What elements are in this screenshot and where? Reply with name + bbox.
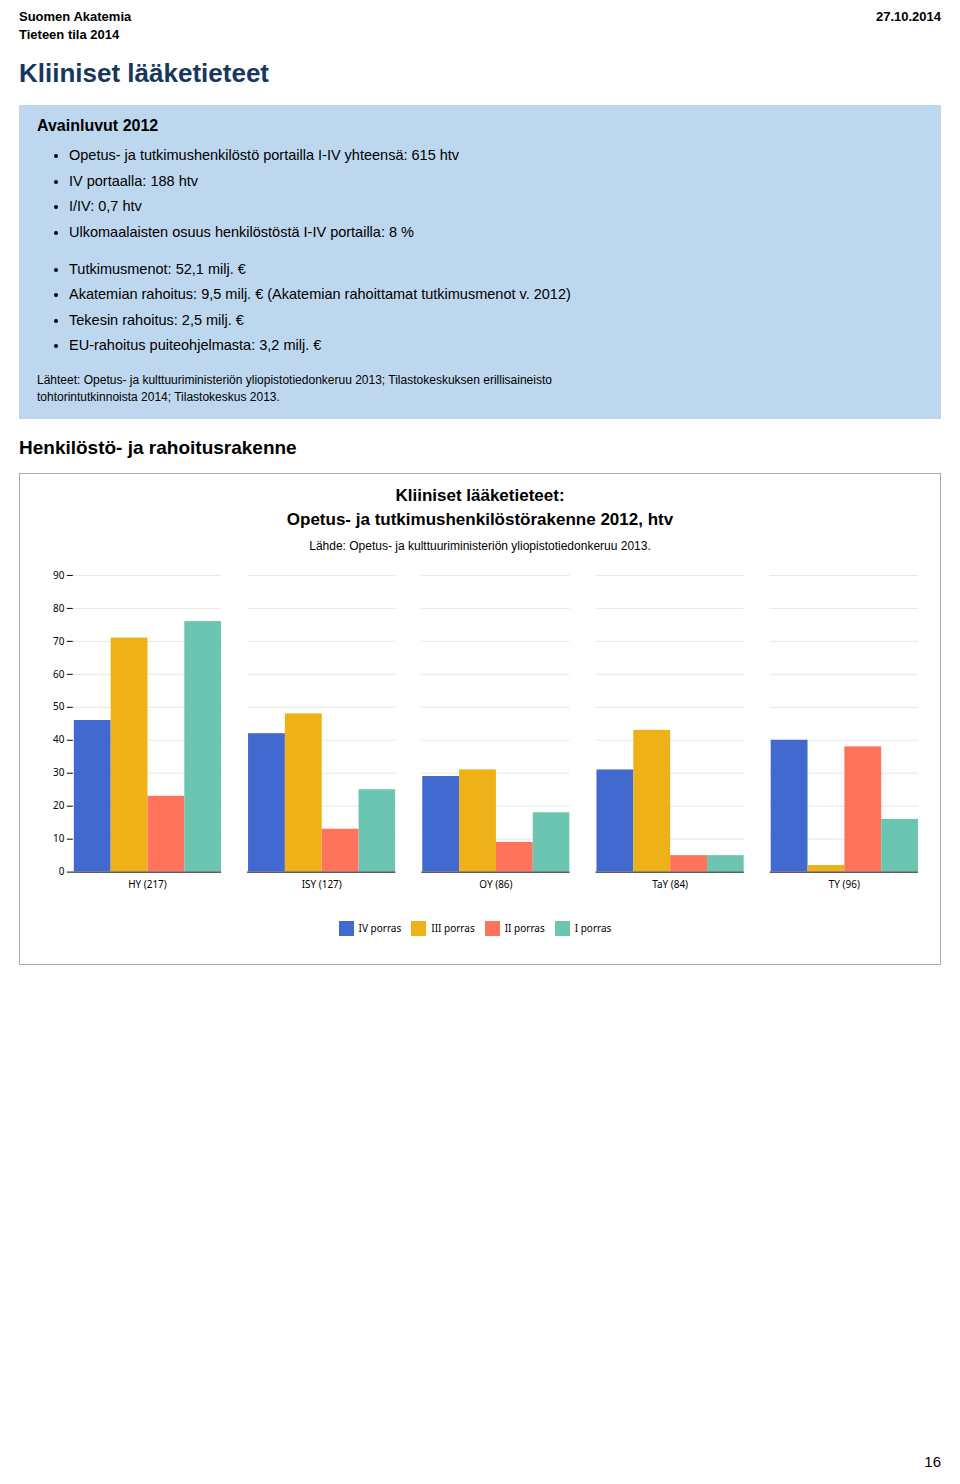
html-text:III porras: III porras (431, 921, 475, 935)
html-text:Tekesin rahoitus: 2,5 milj. €: Tekesin rahoitus: 2,5 milj. € (69, 311, 244, 328)
svg-text:70: 70 (53, 634, 65, 648)
html-text:Suomen Akatemia Tieteen tila 2: Suomen Akatemia Tieteen tila 2014 (19, 9, 132, 43)
html-text:Lähteet: Opetus- ja kulttuurim: Lähteet: Opetus- ja kulttuuriministeriön… (37, 373, 552, 404)
html-text:I porras: I porras (574, 921, 612, 935)
svg-text:OY (86): OY (86) (479, 877, 512, 891)
html-text:Henkilöstö- ja rahoitusrakenne: Henkilöstö- ja rahoitusrakenne (19, 436, 297, 458)
svg-text:0: 0 (59, 864, 65, 878)
svg-text:30: 30 (53, 765, 65, 779)
html-text:II porras: II porras (504, 921, 545, 935)
svg-text:60: 60 (53, 667, 65, 681)
svg-text:10: 10 (53, 831, 65, 845)
html-text:Opetus- ja tutkimushenkilöstö: Opetus- ja tutkimushenkilöstö portailla … (69, 147, 460, 164)
html-text:Tutkimusmenot: 52,1 milj. €: Tutkimusmenot: 52,1 milj. € (69, 260, 246, 277)
html-text:Ulkomaalaisten osuus henkilöst: Ulkomaalaisten osuus henkilöstöstä I-IV … (69, 223, 414, 240)
html-text:Avainluvut 2012: Avainluvut 2012 (37, 117, 159, 135)
html-text:Kliiniset lääketieteet: Opetus: Kliiniset lääketieteet: Opetus- ja tutki… (286, 485, 674, 530)
html-text:I/IV: 0,7 htv: I/IV: 0,7 htv (69, 198, 142, 215)
svg-text:ISY (127): ISY (127) (302, 877, 342, 891)
html-text:IV portaalla: 188 htv: IV portaalla: 188 htv (69, 172, 198, 189)
svg-text:80: 80 (53, 601, 65, 615)
html-text:Kliiniset lääketieteet: Kliiniset lääketieteet (19, 58, 269, 89)
svg-text:90: 90 (53, 568, 65, 582)
svg-text:HY (217): HY (217) (128, 877, 167, 891)
svg-text:TaY (84): TaY (84) (652, 877, 688, 891)
html-text:EU-rahoitus puiteohjelmasta: 3: EU-rahoitus puiteohjelmasta: 3,2 milj. € (69, 337, 322, 353)
html-text:IV porras: IV porras (358, 921, 402, 935)
svg-text:40: 40 (53, 732, 65, 746)
html-text:Lähde: Opetus- ja kulttuurimin: Lähde: Opetus- ja kulttuuriministeriön y… (309, 539, 651, 553)
svg-text:50: 50 (53, 700, 65, 714)
html-text:16: 16 (924, 1453, 941, 1470)
svg-text:20: 20 (53, 798, 65, 812)
html-text:27.10.2014: 27.10.2014 (875, 9, 941, 24)
html-text:Akatemian rahoitus: 9,5 milj.: Akatemian rahoitus: 9,5 milj. € (Akatemi… (69, 286, 571, 303)
svg-text:TY (96): TY (96) (829, 877, 860, 891)
